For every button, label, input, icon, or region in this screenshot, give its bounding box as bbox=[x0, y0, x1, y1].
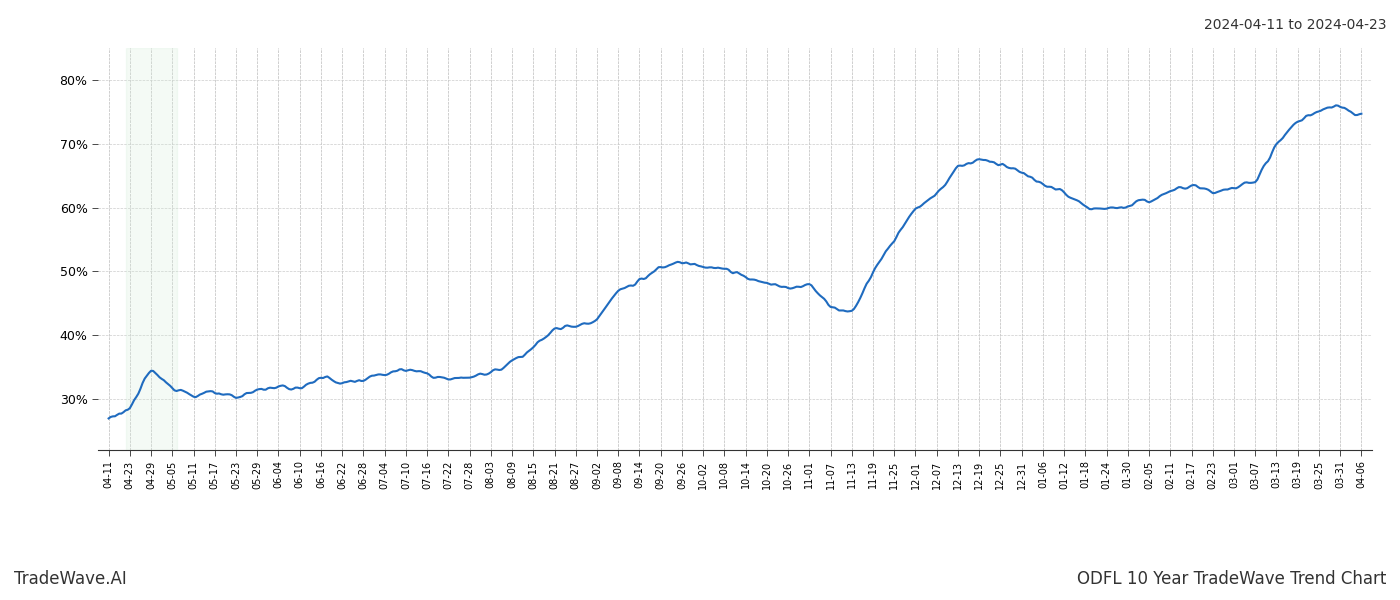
Text: 2024-04-11 to 2024-04-23: 2024-04-11 to 2024-04-23 bbox=[1204, 18, 1386, 32]
Text: ODFL 10 Year TradeWave Trend Chart: ODFL 10 Year TradeWave Trend Chart bbox=[1077, 570, 1386, 588]
Text: TradeWave.AI: TradeWave.AI bbox=[14, 570, 127, 588]
Bar bbox=[126, 48, 176, 450]
